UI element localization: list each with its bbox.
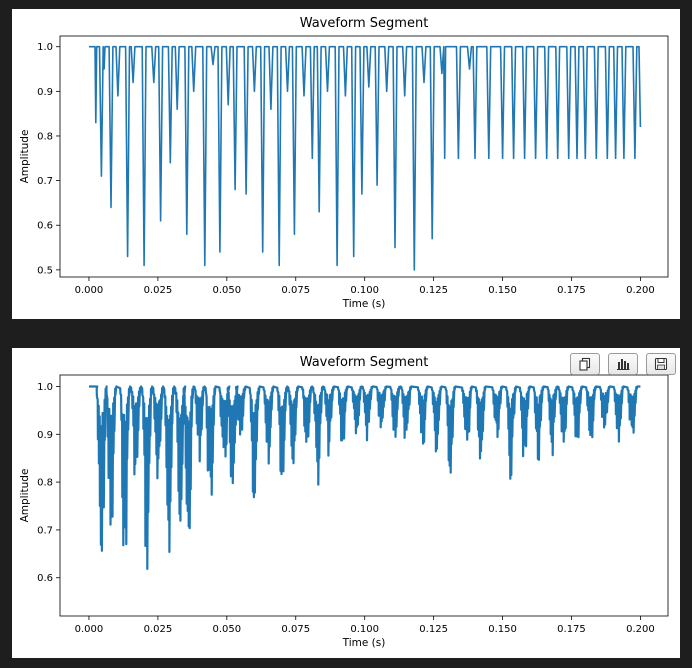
waveform-line bbox=[89, 45, 642, 271]
plot-frame bbox=[59, 35, 669, 278]
y-tick-label: 0.7 bbox=[37, 176, 53, 187]
y-tick-label: 0.5 bbox=[37, 265, 53, 276]
top-waveform-chart: Waveform Segment 0.000 0.025 0.050 0.075 0.10… bbox=[19, 16, 669, 310]
x-tick-label: 0.050 bbox=[213, 624, 242, 635]
x-tick-label: 0.025 bbox=[144, 624, 173, 635]
y-tick-label: 0.9 bbox=[37, 430, 53, 441]
x-tick-label: 0.150 bbox=[488, 624, 517, 635]
x-tick-label: 0.000 bbox=[75, 624, 104, 635]
x-tick-label: 0.200 bbox=[626, 624, 655, 635]
chart-type-button[interactable] bbox=[608, 353, 638, 375]
y-tick-label: 1.0 bbox=[37, 382, 53, 393]
waveform-line bbox=[89, 385, 641, 570]
y-tick-label: 0.8 bbox=[37, 478, 53, 489]
plot-frame bbox=[59, 374, 669, 617]
chart-title: Waveform Segment bbox=[300, 355, 429, 370]
y-tick-label: 1.0 bbox=[37, 42, 53, 53]
y-tick-label: 0.6 bbox=[37, 573, 53, 584]
chart-toolbar bbox=[570, 353, 676, 375]
x-tick-label: 0.075 bbox=[281, 624, 310, 635]
x-tick-label: 0.000 bbox=[75, 285, 104, 296]
x-tick-label: 0.100 bbox=[350, 285, 379, 296]
x-tick-label: 0.125 bbox=[419, 285, 448, 296]
chart-icon bbox=[617, 359, 630, 370]
top-chart-panel: Waveform Segment 0.000 0.025 0.050 0.075 0.10… bbox=[12, 9, 680, 319]
y-tick-label: 0.6 bbox=[37, 221, 53, 232]
y-axis-label: Amplitude bbox=[19, 469, 31, 523]
x-axis-label: Time (s) bbox=[342, 298, 386, 310]
copy-icon bbox=[579, 357, 591, 371]
copy-button[interactable] bbox=[570, 353, 600, 375]
chart-title: Waveform Segment bbox=[300, 16, 429, 31]
x-tick-label: 0.175 bbox=[557, 285, 586, 296]
y-axis-label: Amplitude bbox=[19, 130, 31, 184]
x-tick-label: 0.050 bbox=[213, 285, 242, 296]
x-tick-label: 0.200 bbox=[626, 285, 655, 296]
x-tick-label: 0.150 bbox=[488, 285, 517, 296]
y-tick-label: 0.8 bbox=[37, 131, 53, 142]
bottom-waveform-chart: Waveform Segment 0.000 0.025 0.050 0.075 0.10… bbox=[19, 355, 669, 649]
x-tick-label: 0.175 bbox=[557, 624, 586, 635]
x-axis-label: Time (s) bbox=[342, 637, 386, 649]
y-tick-label: 0.9 bbox=[37, 87, 53, 98]
x-tick-label: 0.125 bbox=[419, 624, 448, 635]
save-icon bbox=[654, 357, 668, 371]
bottom-chart-panel: Waveform Segment 0.000 0.025 0.050 0.075 0.10… bbox=[12, 348, 680, 658]
save-button[interactable] bbox=[646, 353, 676, 375]
x-tick-label: 0.025 bbox=[144, 285, 173, 296]
x-tick-label: 0.075 bbox=[281, 285, 310, 296]
x-tick-label: 0.100 bbox=[350, 624, 379, 635]
y-tick-label: 0.7 bbox=[37, 525, 53, 536]
